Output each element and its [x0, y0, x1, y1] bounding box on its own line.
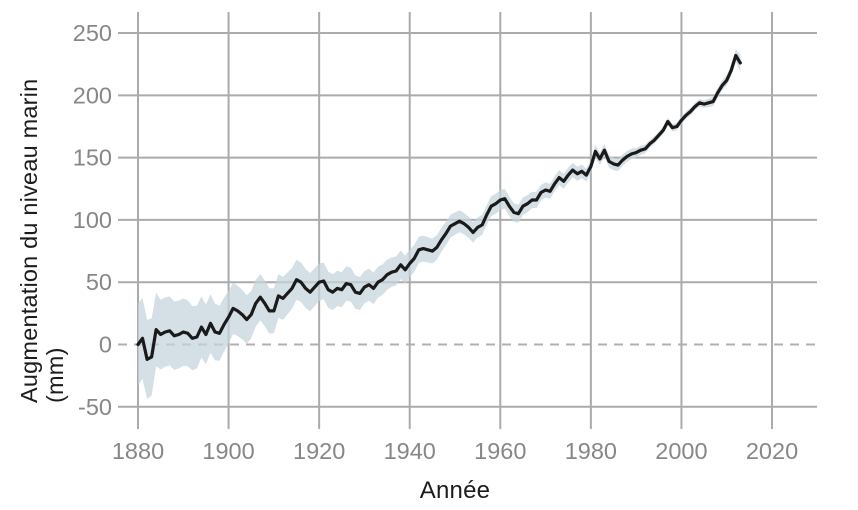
- x-axis-title: Année: [419, 477, 491, 504]
- y-axis-title: Augmentation du niveau marin (mm): [16, 78, 70, 403]
- x-tick-label: 1920: [293, 438, 345, 464]
- x-tick-label: 2000: [655, 438, 707, 464]
- y-tick-label: 0: [99, 332, 112, 358]
- y-tick-label: 100: [73, 207, 112, 233]
- x-tick-label: 1980: [565, 438, 617, 464]
- sea-level-line: [136, 53, 742, 361]
- y-tick-label: 50: [86, 269, 112, 295]
- uncertainty-band: [138, 49, 741, 399]
- x-tick-label: 2020: [746, 438, 798, 464]
- x-tick-label: 1960: [474, 438, 526, 464]
- y-tick-label: -50: [78, 394, 112, 420]
- x-tick-label: 1880: [112, 438, 164, 464]
- y-axis-title-units: (mm): [42, 347, 68, 403]
- y-tick-label: 200: [73, 82, 112, 108]
- x-tick-label: 1940: [384, 438, 436, 464]
- y-axis-title-line1: Augmentation du niveau marin: [16, 78, 42, 403]
- x-tick-label: 1900: [202, 438, 254, 464]
- y-tick-label: 150: [73, 145, 112, 171]
- y-tick-label: 250: [73, 20, 112, 46]
